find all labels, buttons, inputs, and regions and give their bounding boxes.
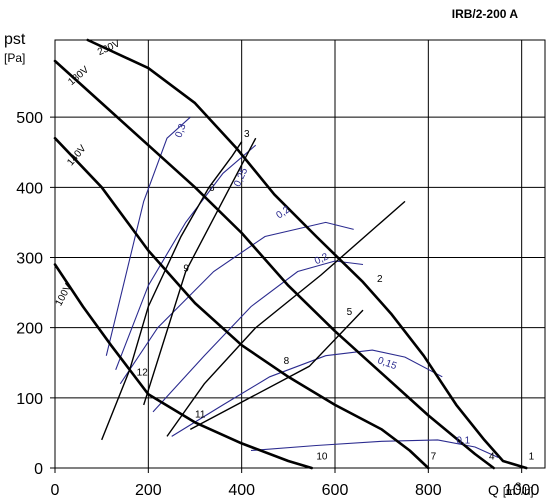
y-axis-unit: [Pa] [4, 51, 25, 65]
x-tick-label: 1000 [504, 482, 540, 499]
fan-curve-label: 180V [66, 64, 91, 88]
fan-curve-140v [53, 136, 430, 470]
plot-frame [54, 39, 546, 469]
efficiency-curve [115, 144, 257, 370]
x-axis-label: Q [m3/h] [488, 481, 533, 498]
grid: 0 200 400 600 800 1000 0 100 200 300 400 500 [16, 39, 546, 499]
fan-curve-label: 140V [65, 143, 89, 168]
efficiency-label: 0,2 [313, 251, 331, 267]
operating-point-label: 10 [316, 452, 328, 463]
labels: 230V180V140V100V0,30,250,20,20,150,11234… [54, 38, 535, 462]
efficiency-curve [119, 221, 354, 385]
efficiency-label: 0,2 [274, 204, 292, 221]
operating-point-label: 6 [209, 183, 215, 194]
system-curve [101, 141, 243, 441]
operating-point-label: 12 [137, 367, 149, 378]
operating-point-label: 4 [489, 452, 495, 463]
efficiency-curve [105, 116, 191, 356]
y-tick-label: 200 [16, 321, 43, 338]
operating-point-label: 5 [347, 307, 353, 318]
y-tick-label: 300 [16, 251, 43, 268]
y-tick-label: 500 [16, 110, 43, 127]
efficiency-label: 0,3 [173, 122, 188, 139]
fan-curve-180v [53, 59, 495, 470]
operating-point-label: 8 [284, 356, 290, 367]
system-line [189, 309, 364, 431]
fan-curve-100v [53, 263, 313, 470]
efficiency-curve [152, 260, 364, 413]
operating-point-label: 9 [183, 264, 189, 275]
efficiency-label: 0,1 [456, 435, 470, 446]
chart-title: IRB/2-200 A [452, 7, 519, 21]
efficiency-curves [105, 116, 499, 459]
fan-curve-230v [86, 38, 528, 470]
x-tick-label: 600 [322, 482, 349, 499]
y-axis-label: pst [4, 31, 26, 48]
operating-point-label: 1 [529, 452, 535, 463]
system-curve [166, 200, 406, 437]
y-tick-label: 400 [16, 180, 43, 197]
x-tick-label: 800 [415, 482, 442, 499]
x-tick-label: 200 [135, 482, 162, 499]
operating-point-label: 11 [195, 409, 206, 420]
efficiency-label: 0,25 [232, 166, 250, 189]
fan-curves [53, 38, 528, 470]
y-tick-label: 0 [34, 461, 43, 478]
x-tick-label: 400 [228, 482, 255, 499]
system-line [143, 137, 257, 406]
operating-point-label: 2 [377, 274, 383, 285]
x-tick-label: 0 [51, 482, 60, 499]
fan-curve-label: 100V [54, 282, 75, 308]
operating-point-label: 7 [431, 452, 437, 463]
efficiency-curve [250, 439, 499, 459]
operating-point-label: 3 [244, 129, 250, 140]
efficiency-curve [171, 349, 443, 437]
y-tick-label: 100 [16, 391, 43, 408]
